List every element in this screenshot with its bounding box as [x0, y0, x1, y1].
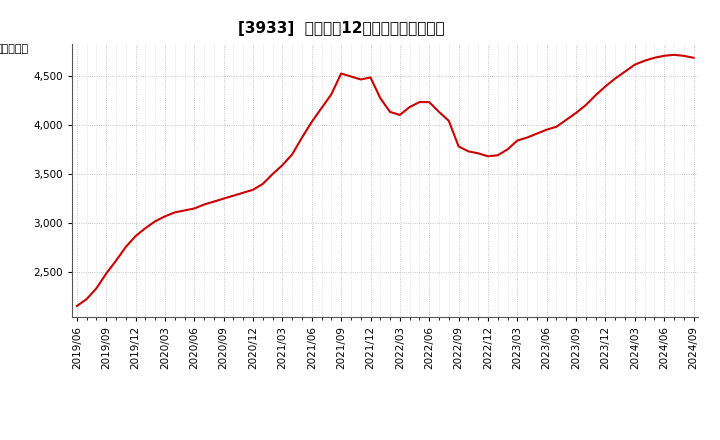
Y-axis label: （百万円）: （百万円） [0, 44, 28, 55]
Title: [3933]  売上高の12か月移動合計の推移: [3933] 売上高の12か月移動合計の推移 [238, 21, 445, 36]
